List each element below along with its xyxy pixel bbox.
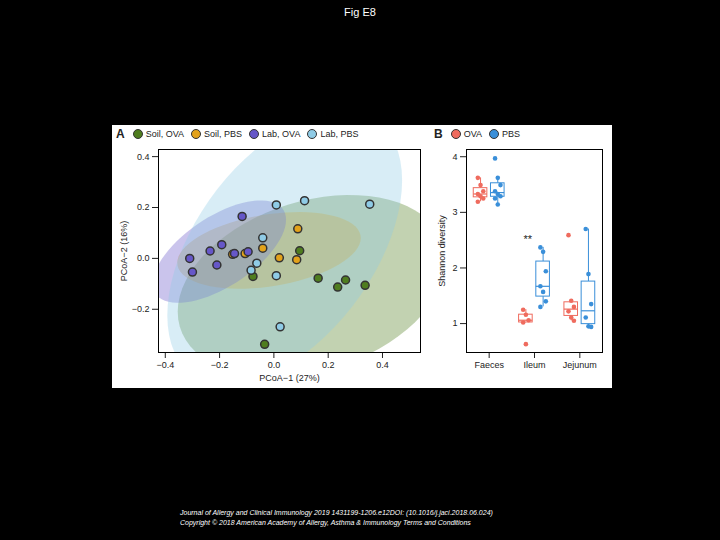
svg-text:−0.4: −0.4 [156,360,174,370]
svg-text:−0.2: −0.2 [211,360,229,370]
svg-text:2: 2 [452,263,457,273]
svg-text:Faeces: Faeces [474,360,504,370]
html-text:Fig E8: Fig E8 [344,6,376,18]
svg-text:Shannon diversity: Shannon diversity [437,215,447,287]
svg-text:0.0: 0.0 [268,360,281,370]
svg-text:0.2: 0.2 [137,202,150,212]
svg-text:**: ** [523,233,532,245]
html-text:Lab, OVA: Lab, OVA [262,129,301,139]
html-text:Copyright © 2018 American Acad: Copyright © 2018 American Academy of All… [180,519,471,526]
html-text:OVA: OVA [463,129,482,139]
svg-text:0.4: 0.4 [376,360,389,370]
svg-text:0.0: 0.0 [137,253,150,263]
html-text:B: B [434,127,443,141]
svg-text:PCoA−1 (27%): PCoA−1 (27%) [259,373,319,383]
svg-text:Jejunum: Jejunum [563,360,597,370]
svg-text:PCoA−2 (16%): PCoA−2 (16%) [119,221,129,281]
svg-text:0.4: 0.4 [137,152,150,162]
html-text:Soil, OVA: Soil, OVA [145,129,184,139]
svg-text:0.2: 0.2 [322,360,335,370]
html-text:Lab, PBS: Lab, PBS [320,129,359,139]
svg-text:Ileum: Ileum [523,360,545,370]
html-text:Soil, PBS: Soil, PBS [204,129,243,139]
html-text:Journal of Allergy and Clinica: Journal of Allergy and Clinical Immunolo… [180,509,493,516]
svg-text:3: 3 [452,207,457,217]
html-text:A: A [116,127,125,141]
html-text:PBS: PBS [502,129,520,139]
svg-text:−0.2: −0.2 [132,304,150,314]
svg-text:4: 4 [452,152,457,162]
svg-text:1: 1 [452,318,457,328]
